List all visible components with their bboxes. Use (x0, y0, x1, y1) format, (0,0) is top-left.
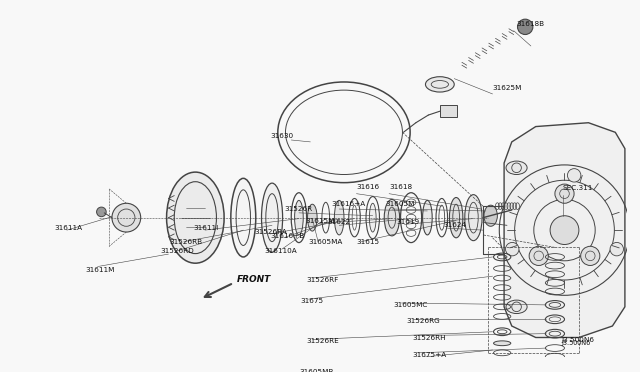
Text: 31526RA: 31526RA (255, 229, 287, 235)
Ellipse shape (493, 341, 511, 346)
Text: SEC.311: SEC.311 (563, 185, 593, 191)
Text: 31618: 31618 (389, 184, 412, 190)
PathPatch shape (504, 123, 625, 337)
Circle shape (529, 246, 548, 266)
Circle shape (518, 19, 533, 35)
Text: 31619: 31619 (397, 219, 420, 225)
Text: 31615M: 31615M (306, 218, 335, 224)
Circle shape (555, 184, 574, 203)
Text: 31605MB: 31605MB (300, 369, 334, 372)
Text: 31616: 31616 (356, 184, 380, 190)
Text: 31605M: 31605M (385, 201, 415, 207)
Text: 31618B: 31618B (516, 21, 545, 27)
Circle shape (580, 246, 600, 266)
Circle shape (112, 203, 141, 232)
Text: 31526R: 31526R (285, 206, 313, 212)
Circle shape (550, 216, 579, 244)
Ellipse shape (465, 195, 482, 241)
Text: FRONT: FRONT (237, 276, 271, 285)
Text: 316110A: 316110A (264, 248, 297, 254)
Text: 31675+A: 31675+A (412, 352, 446, 358)
Text: 31625M: 31625M (493, 85, 522, 91)
Ellipse shape (334, 201, 344, 235)
Text: 31675: 31675 (301, 298, 324, 304)
Text: 31526RD: 31526RD (161, 248, 195, 254)
Bar (440, 106, 457, 117)
Ellipse shape (422, 201, 432, 235)
Text: J3 500N6: J3 500N6 (562, 337, 595, 343)
Text: 31630: 31630 (270, 133, 293, 139)
Ellipse shape (506, 161, 527, 174)
Ellipse shape (166, 172, 224, 263)
Ellipse shape (506, 300, 527, 314)
Text: 31605MC: 31605MC (394, 302, 428, 308)
Text: 31526RE: 31526RE (307, 339, 339, 344)
Ellipse shape (262, 183, 283, 252)
Text: 31616+B: 31616+B (270, 233, 305, 239)
Ellipse shape (484, 205, 497, 226)
Text: 31526RF: 31526RF (307, 277, 339, 283)
Text: 31526RH: 31526RH (412, 334, 445, 340)
Circle shape (97, 207, 106, 217)
Ellipse shape (294, 201, 303, 235)
Ellipse shape (369, 203, 376, 232)
Circle shape (506, 243, 519, 256)
Text: 31622: 31622 (328, 219, 351, 225)
Ellipse shape (449, 198, 463, 238)
Circle shape (610, 243, 623, 256)
Text: 31624: 31624 (444, 222, 467, 228)
Text: 31526RG: 31526RG (406, 318, 440, 324)
Text: J3.500N6: J3.500N6 (562, 340, 591, 346)
Ellipse shape (384, 199, 399, 236)
Text: 31615: 31615 (356, 238, 380, 245)
Text: 31616+A: 31616+A (332, 201, 365, 207)
Ellipse shape (426, 77, 454, 92)
Circle shape (568, 169, 581, 182)
Text: 31611I: 31611I (193, 225, 219, 231)
Text: 31611M: 31611M (85, 267, 115, 273)
Text: 31605MA: 31605MA (308, 238, 343, 245)
Text: 31611A: 31611A (54, 225, 83, 231)
Ellipse shape (231, 178, 256, 257)
Ellipse shape (308, 204, 317, 231)
Text: 31526RB: 31526RB (170, 238, 203, 245)
